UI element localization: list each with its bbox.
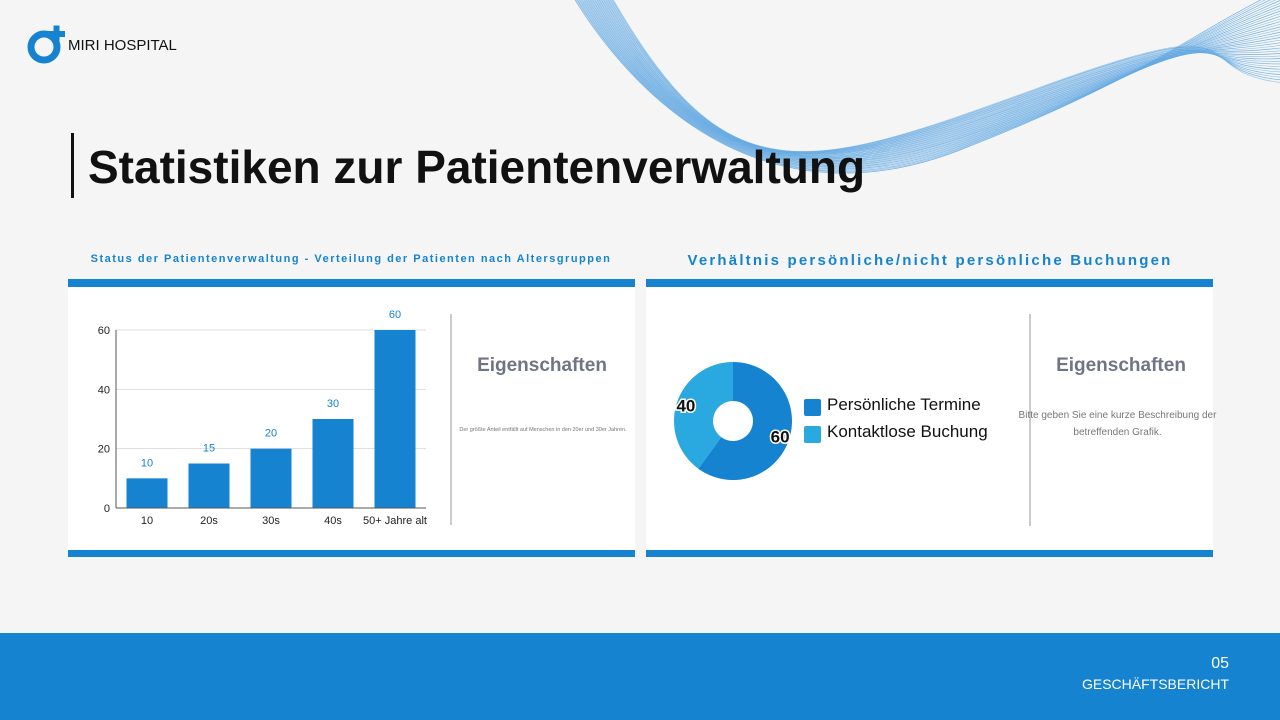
logo-cross: [53, 25, 60, 43]
data-label: 15: [203, 443, 215, 455]
data-label: 40: [676, 397, 695, 416]
legend-swatch: [804, 399, 821, 416]
legend-label: Persönliche Termine: [827, 395, 981, 414]
data-label: 10: [141, 457, 153, 469]
wave-line: [583, 0, 1280, 166]
wave-line: [590, 0, 1280, 161]
x-tick-label: 30s: [262, 515, 280, 527]
card: [646, 279, 1213, 557]
pie-slice: [698, 361, 793, 481]
chart-title: Status der Patientenverwaltung - Verteil…: [91, 253, 612, 265]
x-tick-label: 50+ Jahre alt: [363, 515, 427, 527]
page-title: Statistiken zur Patientenverwaltung: [88, 141, 865, 193]
y-tick-label: 20: [98, 444, 110, 456]
title-bar: [71, 133, 74, 198]
wave-line: [585, 0, 1280, 164]
panel-text: Bitte geben Sie eine kurze Beschreibung …: [1018, 410, 1217, 438]
legend-label: Kontaktlose Buchung: [827, 422, 988, 441]
wave-line: [587, 0, 1280, 163]
wave-line: [579, 0, 1280, 170]
data-label: 60: [771, 427, 790, 446]
footer-label: GESCHÄFTSBERICHT: [1082, 676, 1229, 692]
footer-band: [0, 633, 1280, 720]
card-border: [68, 550, 635, 557]
bar: [250, 448, 292, 508]
bar: [188, 463, 230, 508]
wave-line: [595, 0, 1280, 158]
wave-decoration: [574, 0, 1280, 174]
x-tick-label: 40s: [324, 515, 342, 527]
card: [68, 279, 635, 557]
panel-heading: Eigenschaften: [1056, 355, 1186, 376]
pie-slice: [674, 362, 733, 469]
data-label: 60: [389, 309, 401, 321]
page-number: 05: [1211, 655, 1229, 672]
legend-swatch: [804, 426, 821, 443]
logo-ring: [27, 30, 61, 64]
panel-text: Der größte Anteil entfällt auf Menschen …: [459, 427, 627, 433]
y-tick-label: 60: [98, 325, 110, 337]
wave-line: [584, 0, 1280, 165]
brand: MIRI HOSPITAL: [68, 37, 177, 54]
chart-title: Verhältnis persönliche/nicht persönliche…: [687, 252, 1172, 269]
wave-line: [582, 0, 1280, 167]
card-border: [68, 279, 635, 287]
wave-line: [581, 0, 1280, 168]
data-label: 20: [265, 428, 277, 440]
card-border: [646, 279, 1213, 287]
y-tick-label: 0: [104, 503, 110, 515]
wave-line: [580, 0, 1280, 169]
card-border: [646, 550, 1213, 557]
x-tick-label: 10: [141, 515, 153, 527]
bar: [126, 478, 168, 508]
x-tick-label: 20s: [200, 515, 218, 527]
y-tick-label: 40: [98, 384, 110, 396]
wave-line: [613, 0, 1280, 152]
bar: [312, 419, 354, 508]
panel-heading: Eigenschaften: [477, 355, 607, 376]
data-label: 30: [327, 398, 339, 410]
bar: [374, 330, 416, 508]
